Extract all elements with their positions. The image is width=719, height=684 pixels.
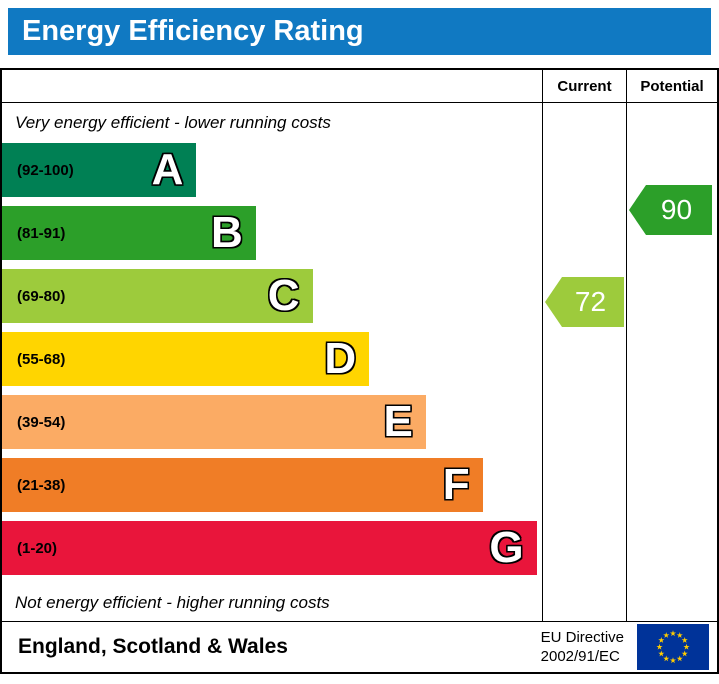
band-range-label: (92-100) xyxy=(17,161,74,179)
band-rows: (92-100) A (81-91) B (69-80) C (55-68) D… xyxy=(2,143,542,584)
band-bar-a: (92-100) A xyxy=(2,143,197,197)
band-bar-b: (81-91) B xyxy=(2,206,256,260)
band-range-label: (81-91) xyxy=(17,224,66,242)
band-letter-label: E xyxy=(383,397,413,446)
band-row: (69-80) C xyxy=(2,269,542,332)
top-note: Very energy efficient - lower running co… xyxy=(15,113,331,132)
current-rating-value: 72 xyxy=(574,286,607,317)
current-column-header: Current xyxy=(542,70,626,102)
eu-flag-icon xyxy=(637,624,709,670)
band-letter-label: F xyxy=(442,460,470,509)
band-bar-e: (39-54) E xyxy=(2,395,426,449)
potential-column-header: Potential xyxy=(626,70,717,102)
eu-directive-line2: 2002/91/EC xyxy=(540,648,620,665)
eu-directive-line1: EU Directive xyxy=(540,628,624,646)
current-rating-arrow: 72 xyxy=(545,277,624,327)
band-letter-label: G xyxy=(489,523,524,572)
band-row: (39-54) E xyxy=(2,395,542,458)
band-row: (55-68) D xyxy=(2,332,542,395)
band-range-label: (1-20) xyxy=(17,539,58,557)
table-header-row: Current Potential xyxy=(2,70,717,103)
potential-rating-arrow: 90 xyxy=(629,185,712,235)
potential-rating-value: 90 xyxy=(660,194,693,225)
footer: England, Scotland & Wales EU Directive 2… xyxy=(2,621,717,672)
band-letter-label: C xyxy=(267,271,300,320)
title-banner: Energy Efficiency Rating xyxy=(8,8,711,55)
current-column: 72 xyxy=(542,103,626,621)
band-bar-d: (55-68) D xyxy=(2,332,370,386)
band-bar-g: (1-20) G xyxy=(2,521,537,575)
bottom-note: Not energy efficient - higher running co… xyxy=(15,592,330,612)
band-bar-c: (69-80) C xyxy=(2,269,313,323)
eu-directive-label: EU Directive 2002/91/EC xyxy=(541,628,624,667)
table-body: Very energy efficient - lower running co… xyxy=(2,103,717,621)
band-letter-label: A xyxy=(151,145,184,194)
band-range-label: (69-80) xyxy=(17,287,66,305)
band-row: (21-38) F xyxy=(2,458,542,521)
band-row: (92-100) A xyxy=(2,143,542,206)
band-row: (81-91) B xyxy=(2,206,542,269)
band-range-label: (39-54) xyxy=(17,413,66,431)
band-bar-f: (21-38) F xyxy=(2,458,483,512)
page-title: Energy Efficiency Rating xyxy=(22,15,364,47)
band-letter-label: D xyxy=(324,334,357,383)
potential-column: 90 xyxy=(626,103,717,621)
region-label: England, Scotland & Wales xyxy=(18,635,288,658)
header-spacer xyxy=(2,70,542,102)
band-range-label: (55-68) xyxy=(17,350,66,368)
band-row: (1-20) G xyxy=(2,521,542,584)
bands-panel: Very energy efficient - lower running co… xyxy=(2,103,542,621)
band-range-label: (21-38) xyxy=(17,476,66,494)
rating-table: Current Potential Very energy efficient … xyxy=(0,68,719,674)
band-letter-label: B xyxy=(211,208,243,257)
